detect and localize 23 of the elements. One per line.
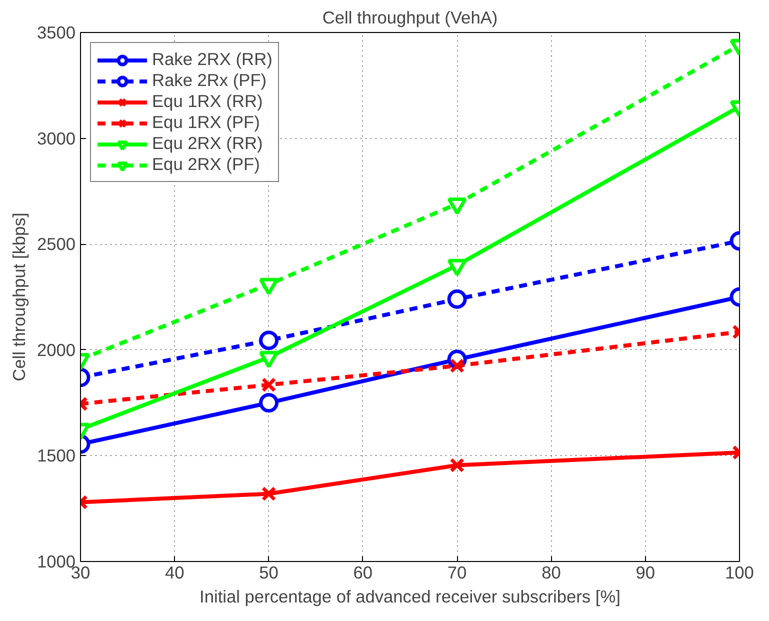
x-tick-label: 80	[542, 562, 561, 582]
x-tick-label: 90	[636, 562, 655, 582]
chart-title: Cell throughput (VehA)	[322, 8, 498, 28]
x-tick-label: 40	[165, 562, 184, 582]
point	[447, 198, 467, 215]
x-tick-label: 100	[725, 562, 754, 582]
legend-label: Rake 2Rx (PF)	[152, 70, 267, 91]
y-tick-label: 2500	[36, 234, 76, 254]
y-tick-label: 1500	[36, 446, 76, 466]
y-tick-label: 3500	[36, 22, 76, 42]
y-tick-label: 3000	[36, 128, 76, 148]
point	[259, 278, 279, 296]
x-tick-label: 60	[353, 562, 373, 582]
x-tick-label: 70	[447, 562, 467, 582]
y-axis-title: Cell throughput [kbps]	[8, 212, 29, 382]
legend-label: Equ 1RX (RR)	[152, 91, 263, 112]
legend-label: Equ 2RX (PF)	[152, 154, 260, 175]
legend-label: Equ 2RX (RR)	[152, 133, 263, 154]
x-axis-title: Initial percentage of advanced receiver subscribers [%]	[200, 586, 620, 606]
legend-label: Equ 1RX (PF)	[152, 112, 260, 133]
x-tick-label: 50	[259, 562, 278, 582]
y-tick-label: 2000	[36, 340, 76, 360]
legend-label: Rake 2RX (RR)	[152, 49, 272, 70]
